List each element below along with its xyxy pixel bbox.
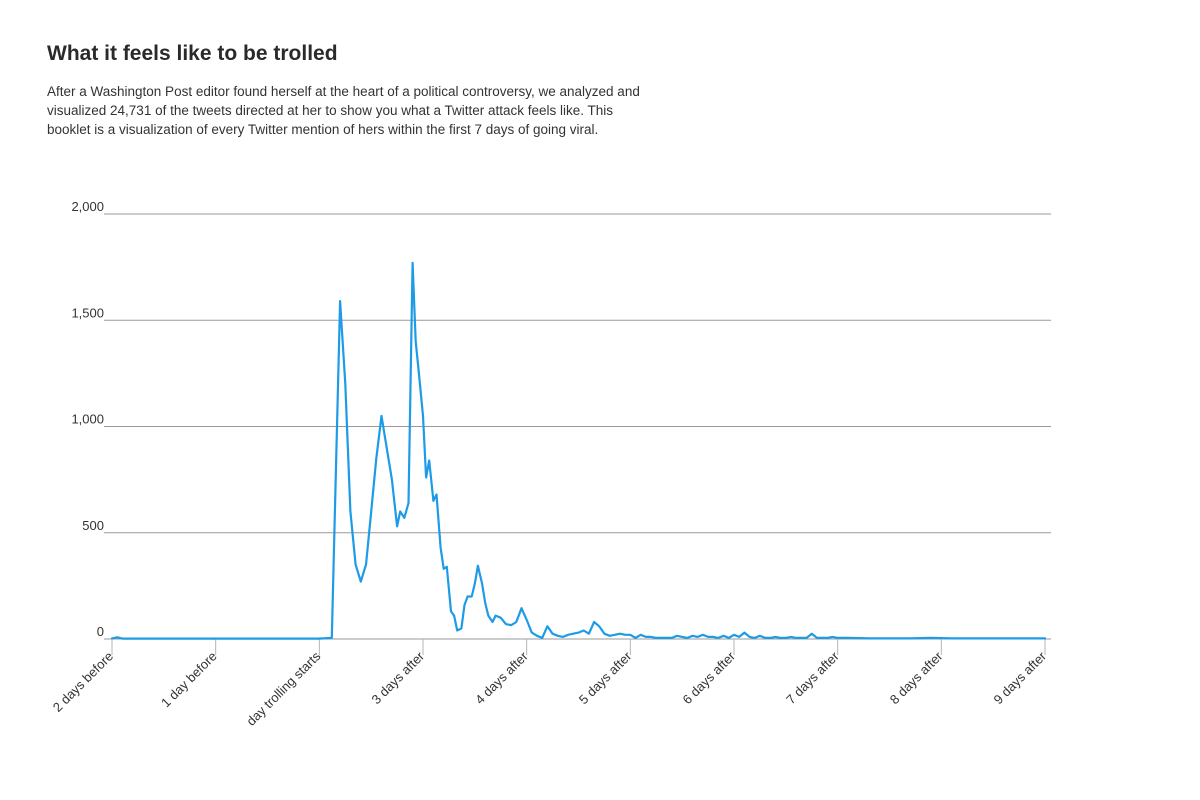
x-tick-label: 2 days before: [50, 649, 116, 715]
x-axis-labels: 2 days before 1 day before day trolling st…: [50, 648, 1050, 729]
y-tick-label: 0: [97, 624, 104, 639]
x-tick-label: 7 days after: [783, 648, 842, 707]
x-tick-label: 1 day before: [158, 649, 220, 711]
grid-layer: [104, 213, 1051, 640]
x-tick-label: 4 days after: [472, 648, 531, 707]
x-tick-label: 9 days after: [990, 648, 1049, 707]
series-layer: [110, 261, 1047, 640]
x-tick-label: 3 days after: [368, 648, 427, 707]
y-axis-labels: 0 500 1,000 1,500 2,000: [71, 199, 104, 639]
chart-subtitle: After a Washington Post editor found her…: [47, 84, 640, 137]
x-tick-label: 8 days after: [887, 648, 946, 707]
x-tick-label: day trolling starts: [243, 648, 323, 728]
y-tick-label: 500: [82, 518, 104, 533]
y-tick-label: 1,000: [71, 412, 104, 427]
y-tick-label: 2,000: [71, 199, 104, 214]
series-line: [110, 261, 1047, 640]
x-tick-label: 5 days after: [576, 648, 635, 707]
x-axis: [111, 639, 1046, 655]
chart-title: What it feels like to be trolled: [47, 42, 338, 65]
y-tick-label: 1,500: [71, 305, 104, 320]
x-tick-label: 6 days after: [679, 648, 738, 707]
